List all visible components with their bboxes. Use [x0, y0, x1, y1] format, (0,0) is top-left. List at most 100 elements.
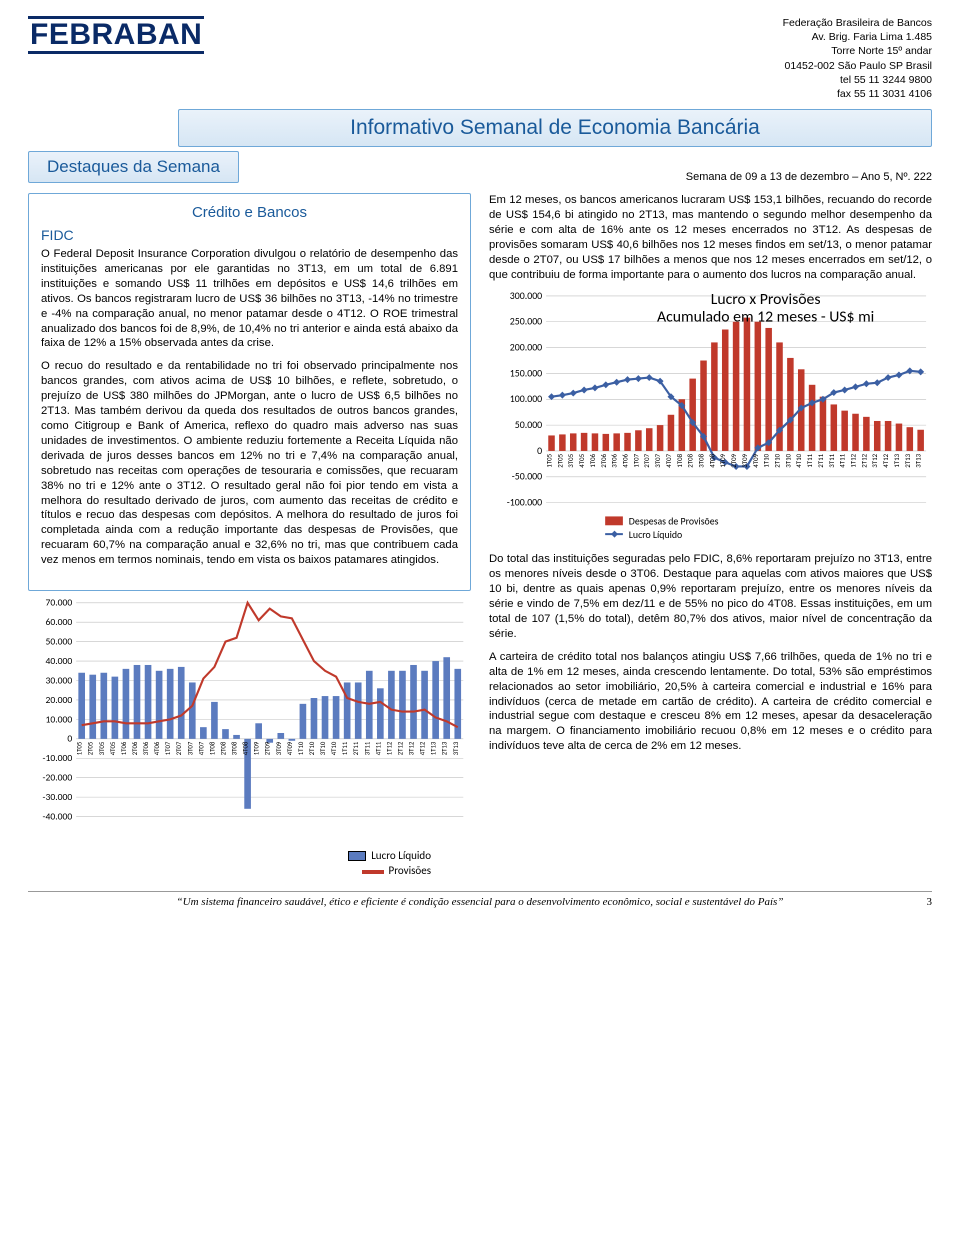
svg-text:1T09: 1T09 [253, 741, 261, 755]
svg-text:1T11: 1T11 [341, 741, 349, 755]
svg-text:2T13: 2T13 [903, 454, 912, 468]
svg-text:4T09: 4T09 [751, 454, 760, 468]
org-addr2: Torre Norte 15º andar [783, 44, 932, 58]
legend-bar-left: Lucro Líquido [348, 849, 431, 862]
legend-bar-left-label: Lucro Líquido [371, 849, 431, 862]
svg-text:2T07: 2T07 [175, 741, 183, 755]
svg-text:2T07: 2T07 [642, 454, 651, 468]
svg-text:40.000: 40.000 [45, 655, 72, 667]
svg-text:Despesas de Provisões: Despesas de Provisões [629, 516, 719, 528]
svg-text:4T12: 4T12 [881, 454, 890, 468]
svg-text:-10.000: -10.000 [43, 752, 73, 764]
svg-text:3T12: 3T12 [408, 741, 416, 755]
svg-text:-40.000: -40.000 [43, 811, 73, 823]
svg-text:2T11: 2T11 [352, 741, 360, 755]
org-address: Federação Brasileira de Bancos Av. Brig.… [783, 16, 932, 101]
right-p1: Em 12 meses, os bancos americanos lucrar… [489, 193, 932, 282]
footer-quote: “Um sistema financeiro saudável, ético e… [177, 896, 784, 908]
svg-text:2T10: 2T10 [308, 741, 316, 755]
svg-text:1T10: 1T10 [762, 454, 771, 468]
svg-text:2T12: 2T12 [396, 741, 404, 755]
chart-quarterly: -40.000-30.000-20.000-10.000010.00020.00… [28, 597, 471, 877]
svg-text:0: 0 [537, 445, 542, 457]
svg-text:150.000: 150.000 [510, 368, 542, 380]
svg-text:3T08: 3T08 [231, 741, 239, 755]
svg-text:2T09: 2T09 [729, 454, 738, 468]
chart-left-svg: -40.000-30.000-20.000-10.000010.00020.00… [28, 597, 471, 847]
svg-text:1T06: 1T06 [120, 741, 128, 755]
svg-text:4T06: 4T06 [153, 741, 161, 755]
svg-text:3T07: 3T07 [186, 741, 194, 755]
svg-text:-100.000: -100.000 [507, 497, 542, 509]
svg-text:3T11: 3T11 [363, 741, 371, 755]
svg-text:3T13: 3T13 [914, 454, 923, 468]
svg-text:20.000: 20.000 [45, 694, 72, 706]
svg-text:-50.000: -50.000 [512, 471, 542, 483]
svg-text:4T11: 4T11 [838, 454, 847, 468]
destaques-title: Destaques da Semana [28, 151, 239, 183]
left-p1: O Federal Deposit Insurance Corporation … [41, 247, 458, 351]
fidc-label: FIDC [41, 227, 458, 243]
chart-12m: -100.000-50.000050.000100.000150.000200.… [489, 290, 932, 546]
svg-text:1T10: 1T10 [297, 741, 305, 755]
svg-text:2T12: 2T12 [859, 454, 868, 468]
svg-text:1T12: 1T12 [385, 741, 393, 755]
right-p2: Do total das instituições seguradas pelo… [489, 552, 932, 641]
svg-text:4T05: 4T05 [577, 454, 586, 468]
legend-line-left: Provisões [362, 864, 431, 877]
svg-text:4T12: 4T12 [419, 741, 427, 755]
left-box: Crédito e Bancos FIDC O Federal Deposit … [28, 193, 471, 591]
svg-text:-30.000: -30.000 [43, 791, 73, 803]
svg-text:4T10: 4T10 [794, 454, 803, 468]
svg-text:Lucro Líquido: Lucro Líquido [629, 530, 682, 542]
org-fax: fax 55 11 3031 4106 [783, 87, 932, 101]
svg-text:1T11: 1T11 [805, 454, 814, 468]
svg-text:50.000: 50.000 [515, 420, 542, 432]
svg-text:1T13: 1T13 [892, 454, 901, 468]
svg-text:0: 0 [67, 733, 72, 745]
svg-text:3T09: 3T09 [740, 454, 749, 468]
legend-line-left-label: Provisões [389, 864, 431, 877]
svg-text:3T06: 3T06 [610, 454, 619, 468]
logo: FEBRABAN [28, 16, 204, 54]
svg-text:3T09: 3T09 [275, 741, 283, 755]
svg-text:4T10: 4T10 [330, 741, 338, 755]
svg-text:4T11: 4T11 [374, 741, 382, 755]
svg-text:4T08: 4T08 [242, 741, 250, 755]
svg-text:250.000: 250.000 [510, 316, 542, 328]
svg-text:2T09: 2T09 [264, 741, 272, 755]
svg-text:1T05: 1T05 [76, 741, 84, 755]
svg-text:3T05: 3T05 [566, 454, 575, 468]
svg-text:300.000: 300.000 [510, 290, 542, 302]
footer: “Um sistema financeiro saudável, ético e… [28, 891, 932, 908]
svg-text:1T09: 1T09 [718, 454, 727, 468]
svg-text:2T13: 2T13 [441, 741, 449, 755]
svg-text:4T07: 4T07 [664, 454, 673, 468]
svg-text:4T08: 4T08 [707, 454, 716, 468]
org-addr3: 01452-002 São Paulo SP Brasil [783, 59, 932, 73]
svg-text:4T05: 4T05 [109, 741, 117, 755]
svg-text:30.000: 30.000 [45, 674, 72, 686]
svg-text:2T05: 2T05 [87, 741, 95, 755]
svg-text:1T07: 1T07 [164, 741, 172, 755]
svg-text:3T08: 3T08 [697, 454, 706, 468]
org-addr1: Av. Brig. Faria Lima 1.485 [783, 30, 932, 44]
svg-text:2T06: 2T06 [599, 454, 608, 468]
svg-text:Lucro x Provisões: Lucro x Provisões [711, 290, 821, 309]
svg-text:200.000: 200.000 [510, 342, 542, 354]
svg-text:2T06: 2T06 [131, 741, 139, 755]
svg-text:3T10: 3T10 [319, 741, 327, 755]
org-tel: tel 55 11 3244 9800 [783, 73, 932, 87]
svg-text:70.000: 70.000 [45, 597, 72, 609]
chart-right-svg: -100.000-50.000050.000100.000150.000200.… [489, 290, 932, 546]
svg-text:1T08: 1T08 [208, 741, 216, 755]
svg-text:4T06: 4T06 [621, 454, 630, 468]
svg-text:3T13: 3T13 [452, 741, 460, 755]
svg-text:60.000: 60.000 [45, 616, 72, 628]
svg-text:4T07: 4T07 [197, 741, 205, 755]
issue-line: Semana de 09 a 13 de dezembro – Ano 5, N… [686, 171, 932, 183]
svg-text:2T08: 2T08 [686, 454, 695, 468]
svg-text:-20.000: -20.000 [43, 772, 73, 784]
svg-text:1T06: 1T06 [588, 454, 597, 468]
svg-text:3T05: 3T05 [98, 741, 106, 755]
